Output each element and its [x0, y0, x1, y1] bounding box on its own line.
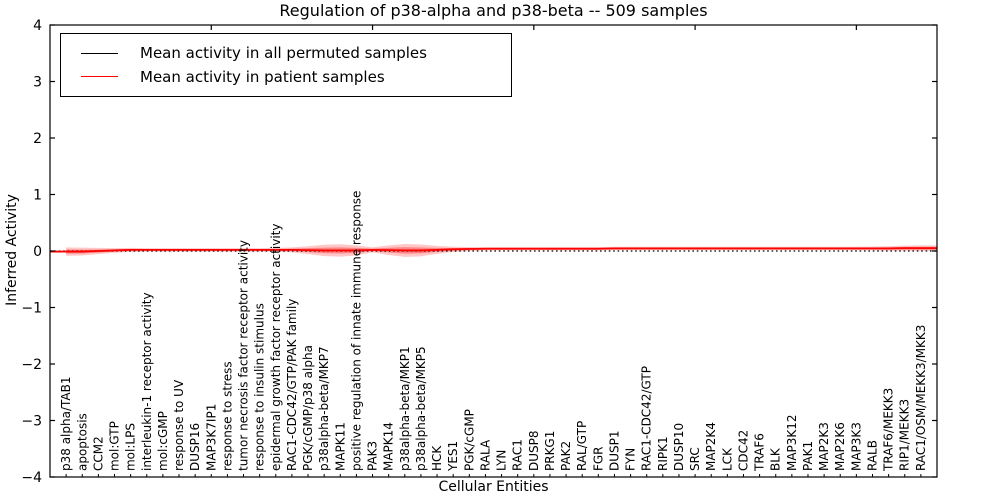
x-category-label: MAPK14 — [382, 422, 396, 471]
x-category-label: DUSP1 — [607, 430, 621, 471]
x-category-label: DUSP8 — [527, 430, 541, 471]
x-category-label: CCM2 — [91, 436, 105, 471]
y-tick-label: 0 — [33, 244, 42, 260]
y-axis-label: Inferred Activity — [4, 194, 20, 306]
x-category-label: HCK — [430, 445, 444, 471]
x-category-label: mol:GTP — [108, 421, 122, 471]
x-category-label: FYN — [624, 448, 638, 471]
x-category-label: SRC — [688, 447, 702, 471]
y-tick-label: −2 — [21, 357, 42, 373]
x-category-label: RAC1 — [511, 439, 525, 471]
legend-row-patient: Mean activity in patient samples — [81, 67, 511, 86]
y-tick-label: −1 — [21, 301, 42, 317]
x-category-label: interleukin-1 receptor activity — [140, 292, 154, 471]
x-category-label: PAK1 — [801, 441, 815, 471]
x-category-label: MAP2K4 — [704, 422, 718, 471]
x-category-label: MAP3K7IP1 — [204, 404, 218, 471]
x-category-label: RIP1/MEKK3 — [898, 399, 912, 471]
x-category-label: DUSP10 — [672, 423, 686, 471]
patient-mean-line — [50, 247, 937, 253]
x-category-label: p38alpha-beta/MKP1 — [398, 346, 412, 471]
x-category-label: MAPK11 — [333, 422, 347, 471]
y-tick-label: 4 — [33, 18, 42, 34]
confidence-band-outer — [66, 243, 938, 257]
x-category-label: response to UV — [172, 379, 186, 471]
x-category-label: mol:LPS — [124, 423, 138, 471]
x-category-label: mol:cGMP — [156, 411, 170, 471]
x-category-label: RALA — [478, 439, 492, 471]
legend-row-permuted: Mean activity in all permuted samples — [81, 45, 511, 62]
x-category-label: MAP2K3 — [817, 422, 831, 471]
x-category-label: p38alpha-beta/MKP5 — [414, 346, 428, 471]
x-category-label: positive regulation of innate immune res… — [349, 191, 363, 471]
x-category-label: RIPK1 — [656, 436, 670, 471]
x-category-label: FGR — [591, 446, 605, 471]
x-category-label: LCK — [720, 447, 734, 471]
x-category-label: MAP3K3 — [849, 422, 863, 471]
y-tick-label: 2 — [33, 131, 42, 147]
y-tick-label: 3 — [33, 75, 42, 91]
x-category-label: response to insulin stimulus — [253, 303, 267, 471]
x-category-label: MAP3K12 — [785, 414, 799, 471]
x-category-label: RAL/GTP — [575, 421, 589, 471]
x-category-label: BLK — [769, 447, 783, 471]
legend-label-patient: Mean activity in patient samples — [140, 67, 385, 86]
legend-label-permuted: Mean activity in all permuted samples — [140, 44, 427, 62]
y-tick-label: −3 — [21, 414, 42, 430]
y-tick-label: 1 — [33, 188, 42, 204]
x-category-label: TRAF6 — [753, 433, 767, 472]
x-category-label: RALB — [865, 440, 879, 471]
x-category-label: PRKG1 — [543, 431, 557, 471]
x-category-label: PAK3 — [366, 441, 380, 471]
x-category-label: p38 alpha/TAB1 — [59, 377, 73, 471]
x-axis-label: Cellular Entities — [438, 479, 549, 495]
x-category-label: MAP2K6 — [833, 422, 847, 471]
x-category-label: RAC1-CDC42/GTP/PAK family — [285, 299, 299, 471]
x-category-label: PGK/cGMP — [462, 409, 476, 471]
x-category-label: DUSP16 — [188, 423, 202, 471]
x-category-label: apoptosis — [75, 413, 89, 471]
x-category-label: TRAF6/MEKK3 — [882, 388, 896, 472]
x-category-label: tumor necrosis factor receptor activity — [237, 240, 251, 471]
x-category-label: epidermal growth factor receptor activit… — [269, 224, 283, 471]
x-category-label: PAK2 — [559, 441, 573, 471]
x-category-label: RAC1/OSM/MEKK3/MKK3 — [914, 325, 928, 471]
x-category-label: LYN — [495, 450, 509, 471]
x-category-label: RAC1-CDC42/GTP — [640, 366, 654, 471]
x-category-label: PGK/cGMP/p38 alpha — [301, 345, 315, 471]
x-category-label: response to stress — [220, 361, 234, 471]
x-category-label: CDC42 — [736, 430, 750, 471]
legend-box: Mean activity in all permuted samples Me… — [60, 33, 512, 97]
chart-title: Regulation of p38-alpha and p38-beta -- … — [279, 1, 708, 20]
y-tick-label: −4 — [21, 470, 42, 486]
patient-line-sample — [81, 76, 118, 78]
permuted-line-sample — [81, 52, 118, 54]
x-category-label: p38alpha-beta/MKP7 — [317, 346, 331, 471]
x-category-label: YES1 — [446, 441, 460, 472]
